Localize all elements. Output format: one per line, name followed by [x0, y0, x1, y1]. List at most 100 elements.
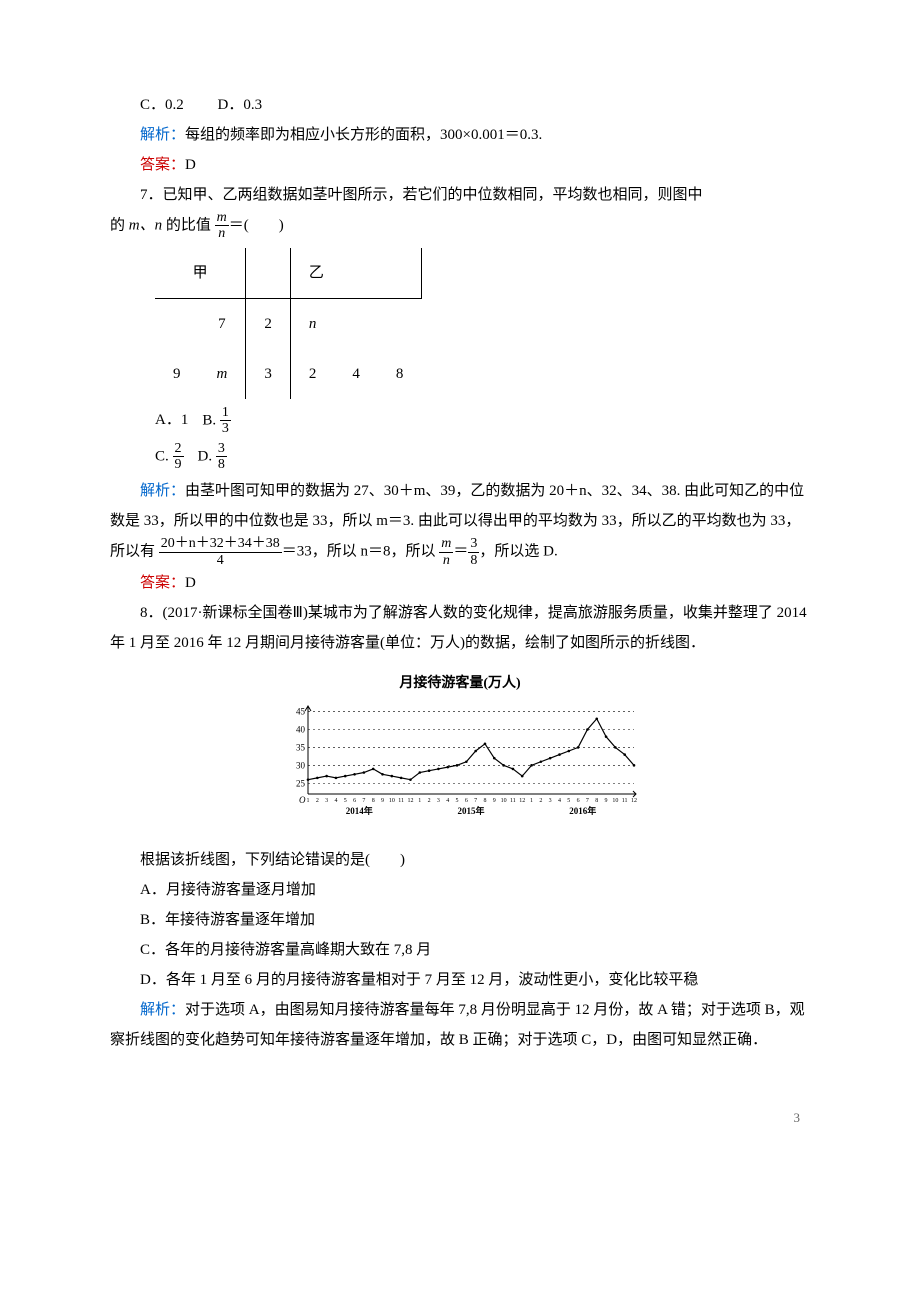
q8-optD: D．各年 1 月至 6 月的月接待游客量相对于 7 月至 12 月，波动性更小，…: [110, 965, 810, 995]
svg-text:1: 1: [530, 798, 533, 804]
answer-label: 答案：: [140, 157, 185, 173]
answer-label: 答案：: [140, 575, 185, 591]
frac-num: 3: [468, 536, 479, 552]
eq38-fraction: 3 8: [468, 536, 479, 568]
svg-text:2: 2: [428, 798, 431, 804]
stem-leaf-table: 甲 乙 7 2 n 9 m 3 2 4 8: [155, 248, 422, 399]
q6-answer-text: D: [185, 157, 196, 173]
svg-text:7: 7: [362, 798, 365, 804]
frac-den: 8: [468, 553, 479, 568]
q8-chart-wrap: 月接待游客量(万人) 2530354045O123456789101112201…: [110, 670, 810, 833]
cell: m: [199, 349, 246, 399]
q7-stem-1: 7．已知甲、乙两组数据如茎叶图所示，若它们的中位数相同，平均数也相同，则图中: [110, 180, 810, 210]
svg-text:10: 10: [612, 798, 618, 804]
stemleaf-head-right: 乙: [290, 248, 421, 299]
q6-explain: 解析：每组的频率即为相应小长方形的面积，300×0.001＝0.3.: [110, 120, 810, 150]
cell: 9: [155, 349, 199, 399]
optC-frac: 2 9: [173, 441, 184, 473]
frac-den: n: [215, 226, 229, 241]
q8-explain: 解析：对于选项 A，由图易知月接待游客量每年 7,8 月份明显高于 12 月份，…: [110, 995, 810, 1055]
stemleaf-head-stem: [246, 248, 291, 299]
svg-text:9: 9: [381, 798, 384, 804]
frac-num: m: [439, 536, 453, 552]
q8-chart-title: 月接待游客量(万人): [280, 670, 640, 698]
q8-stem: 8．(2017·新课标全国卷Ⅲ)某城市为了解游客人数的变化规律，提高旅游服务质量…: [110, 598, 810, 658]
svg-text:2014年: 2014年: [346, 805, 373, 816]
q8-optC: C．各年的月接待游客量高峰期大致在 7,8 月: [110, 935, 810, 965]
q7-answer-text: D: [185, 575, 196, 591]
svg-text:11: 11: [398, 798, 404, 804]
cell: 2: [290, 349, 334, 399]
cell: [155, 298, 199, 349]
svg-text:2: 2: [539, 798, 542, 804]
svg-text:O: O: [299, 795, 306, 805]
cell: 2: [246, 298, 291, 349]
svg-text:9: 9: [605, 798, 608, 804]
q6-explain-text: 每组的频率即为相应小长方形的面积，300×0.001＝0.3.: [185, 127, 542, 143]
svg-text:3: 3: [437, 798, 440, 804]
svg-text:8: 8: [595, 798, 598, 804]
svg-text:5: 5: [344, 798, 347, 804]
frac-num: 2: [173, 441, 184, 457]
optD-frac: 3 8: [216, 441, 227, 473]
q7-optB: B. 1 3: [202, 405, 231, 437]
optB-prefix: B.: [202, 412, 216, 428]
svg-text:4: 4: [558, 798, 561, 804]
svg-text:45: 45: [296, 707, 306, 717]
svg-text:1: 1: [307, 798, 310, 804]
q7-explain3: ，所以选 D.: [479, 544, 557, 560]
svg-text:2016年: 2016年: [569, 805, 596, 816]
frac-den: 3: [220, 421, 231, 436]
mn-fraction2: m n: [439, 536, 453, 568]
svg-text:3: 3: [325, 798, 328, 804]
svg-text:6: 6: [577, 798, 580, 804]
svg-text:7: 7: [586, 798, 589, 804]
frac-den: n: [439, 553, 453, 568]
frac-num: 20＋n＋32＋34＋38: [159, 536, 282, 552]
stemleaf-row: 9 m 3 2 4 8: [155, 349, 421, 399]
svg-text:10: 10: [389, 798, 395, 804]
page-number: 3: [110, 1105, 810, 1131]
optC-prefix: C.: [155, 448, 169, 464]
frac-num: m: [215, 210, 229, 226]
q8-prompt: 根据该折线图，下列结论错误的是( ): [110, 845, 810, 875]
q6-optC: C．0.2: [140, 97, 184, 113]
explain-label: 解析：: [140, 1002, 185, 1018]
svg-text:2015年: 2015年: [457, 805, 484, 816]
svg-text:40: 40: [296, 725, 306, 735]
svg-text:8: 8: [483, 798, 486, 804]
svg-text:2: 2: [316, 798, 319, 804]
frac-den: 8: [216, 457, 227, 472]
svg-text:4: 4: [446, 798, 449, 804]
svg-text:11: 11: [510, 798, 516, 804]
q8-optB: B．年接待游客量逐年增加: [110, 905, 810, 935]
q7-optA: A．1: [155, 411, 188, 431]
cell: 4: [334, 349, 378, 399]
frac-den: 9: [173, 457, 184, 472]
cell: [378, 298, 422, 349]
svg-text:7: 7: [474, 798, 477, 804]
svg-text:5: 5: [456, 798, 459, 804]
svg-text:5: 5: [567, 798, 570, 804]
svg-text:6: 6: [465, 798, 468, 804]
svg-text:1: 1: [418, 798, 421, 804]
q7-optC: C. 2 9: [155, 441, 184, 473]
cell: 7: [199, 298, 246, 349]
svg-text:10: 10: [501, 798, 507, 804]
frac-num: 3: [216, 441, 227, 457]
svg-text:12: 12: [631, 798, 637, 804]
q7-explain2: ＝33，所以 n＝8，所以: [282, 544, 436, 560]
q7-answer: 答案：D: [110, 568, 810, 598]
q6-optD: D．0.3: [218, 97, 263, 113]
optD-prefix: D.: [198, 448, 213, 464]
cell: [334, 298, 378, 349]
frac-den: 4: [159, 553, 282, 568]
svg-text:6: 6: [353, 798, 356, 804]
q7-frac-main: 20＋n＋32＋34＋38 4: [159, 536, 282, 568]
q8-optA: A．月接待游客量逐月增加: [110, 875, 810, 905]
q7-stem2-prefix: 的: [110, 217, 129, 233]
svg-text:30: 30: [296, 760, 306, 770]
svg-text:35: 35: [296, 743, 306, 753]
q7-stem2-eq: ＝( ): [229, 217, 284, 233]
cell: n: [290, 298, 334, 349]
